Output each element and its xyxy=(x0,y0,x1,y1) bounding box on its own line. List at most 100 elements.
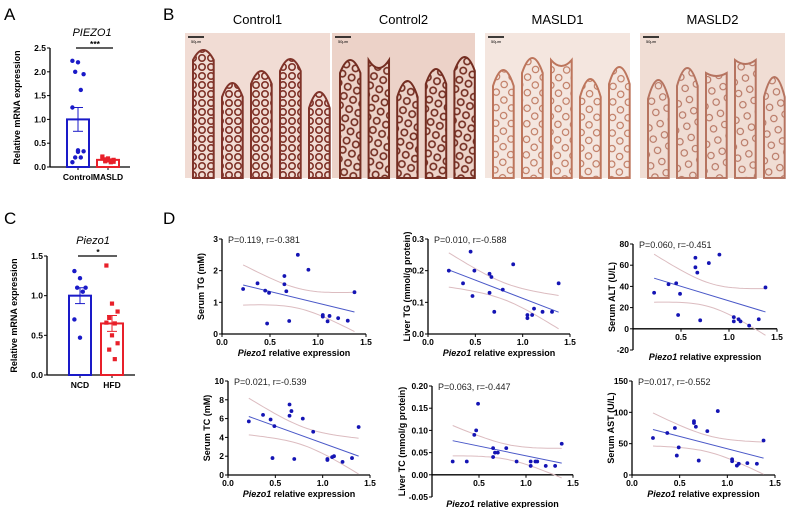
data-point xyxy=(255,281,260,286)
x-tick-label: HFD xyxy=(103,380,120,390)
data-point xyxy=(461,281,465,286)
data-point xyxy=(738,319,743,324)
data-point xyxy=(464,459,469,464)
regression-line xyxy=(248,416,359,457)
data-point xyxy=(289,409,294,413)
data-point xyxy=(295,252,300,257)
data-point xyxy=(107,347,112,352)
data-point xyxy=(472,432,477,437)
y-tick-label: 0.3 xyxy=(412,234,424,244)
data-point xyxy=(528,464,533,468)
data-point xyxy=(104,263,109,268)
x-tick-label: 1.0 xyxy=(721,478,733,488)
y-tick-label: 1.5 xyxy=(31,251,43,261)
data-point xyxy=(705,429,710,434)
data-point xyxy=(470,294,475,298)
x-axis-label: Piezo1 relative expression xyxy=(443,348,556,358)
x-tick-label: 0.0 xyxy=(422,337,434,347)
data-point xyxy=(77,276,83,281)
data-point xyxy=(543,464,548,468)
villus xyxy=(676,67,699,179)
data-point xyxy=(474,428,479,433)
y-axis-label: Serum AST (U/L) xyxy=(606,392,616,463)
villus xyxy=(734,57,757,179)
data-point xyxy=(72,317,77,322)
data-point xyxy=(350,456,354,460)
data-point xyxy=(715,409,720,413)
data-point xyxy=(736,461,741,466)
data-point xyxy=(81,149,86,154)
x-tick-label: 1.0 xyxy=(312,337,324,347)
data-point xyxy=(115,309,120,314)
data-point xyxy=(340,459,345,464)
correlation-stats: P=0.063, r=-0.447 xyxy=(438,382,511,392)
y-tick-label: 0 xyxy=(219,470,224,480)
data-point xyxy=(696,458,701,463)
data-point xyxy=(105,158,111,163)
data-point xyxy=(263,288,268,293)
panel-label-a: A xyxy=(4,5,16,24)
data-point xyxy=(674,281,679,286)
x-tick-label: 1.0 xyxy=(723,332,735,342)
data-point xyxy=(241,287,246,291)
data-point xyxy=(514,459,519,464)
y-tick-label: 0.0 xyxy=(34,162,46,172)
bar-chart-0: 0.0 0.5 1.0 1.5 2.0 2.5 Relative mRNA expressi… xyxy=(12,27,130,182)
correlation-stats: P=0.017, r=-0.552 xyxy=(638,377,711,387)
x-label-text: relative expression xyxy=(676,489,760,499)
x-tick-label: 1.5 xyxy=(567,478,579,488)
scatter-plot-2: 0 1 2 3 Serum TG (mM) 0.0 0.5 1.0 1.5 Piezo1 rela… xyxy=(196,234,372,358)
y-tick-label: 4 xyxy=(219,432,224,442)
villus xyxy=(221,82,244,179)
regression-line xyxy=(243,284,355,313)
data-point xyxy=(112,357,117,362)
y-tick-label: 0.15 xyxy=(411,403,428,413)
correlation-stats: P=0.060, r=-0.451 xyxy=(639,240,712,250)
scatter-plot-4: -20 0 20 40 60 80 Serum ALT (U/L) 0.5 1.0 1.5 Piez… xyxy=(607,239,783,362)
x-tick-label: 0.0 xyxy=(222,478,234,488)
y-axis-label: Serum TC (mM) xyxy=(202,395,212,462)
data-point xyxy=(103,157,108,162)
data-point xyxy=(665,431,670,435)
x-tick-label: 0.5 xyxy=(675,332,687,342)
bar-chart-1: 0.0 0.5 1.0 1.5 Relative mRNA expression Piez… xyxy=(9,235,135,390)
data-point xyxy=(450,459,455,464)
confidence-band-lower xyxy=(248,434,359,475)
data-point xyxy=(292,457,297,461)
data-point xyxy=(345,318,350,323)
x-tick-label: 0.5 xyxy=(674,478,686,488)
y-tick-label: 0.1 xyxy=(412,297,424,307)
data-point xyxy=(75,149,81,154)
villus xyxy=(705,71,728,179)
histology-panel: Control150μmControl250μmMASLD150μmMASLD2… xyxy=(185,12,786,179)
x-tick-label: 0.5 xyxy=(269,478,281,488)
x-axis-label: Piezo1 relative expression xyxy=(647,489,760,499)
bar-ncd xyxy=(68,294,92,376)
villus xyxy=(308,91,331,179)
x-tick-label: 0.5 xyxy=(469,337,481,347)
x-label-text: relative expression xyxy=(271,489,355,499)
data-point xyxy=(550,309,554,314)
data-point xyxy=(112,321,117,326)
confidence-band-upper xyxy=(242,264,355,293)
regression-line xyxy=(652,428,764,459)
x-tick-label: 1.5 xyxy=(771,332,783,342)
confidence-band-upper xyxy=(452,425,562,449)
data-point xyxy=(761,438,766,443)
y-tick-label: 0.0 xyxy=(412,329,424,339)
data-point xyxy=(651,436,655,440)
scale-bar-label: 50μm xyxy=(646,39,657,44)
y-tick-label: 0.5 xyxy=(34,138,46,148)
data-point xyxy=(730,459,734,464)
data-point xyxy=(70,105,75,110)
y-tick-label: 100 xyxy=(614,407,628,417)
image-title: MASLD1 xyxy=(531,12,583,27)
data-point xyxy=(525,313,530,317)
villus xyxy=(367,56,391,179)
y-axis-label: Relative mRNA expression xyxy=(9,258,19,372)
data-point xyxy=(327,314,332,318)
y-tick-label: 0.0 xyxy=(31,370,43,380)
y-tick-label: 1 xyxy=(213,297,218,307)
data-point xyxy=(270,456,275,460)
